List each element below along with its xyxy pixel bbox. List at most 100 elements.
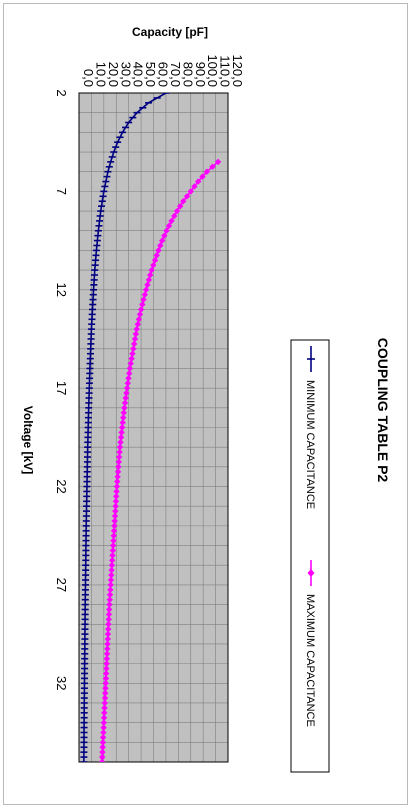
point-marker [115, 458, 123, 466]
point-marker [155, 247, 162, 254]
point-marker [99, 753, 106, 761]
point-marker [116, 443, 124, 451]
point-marker [136, 311, 144, 318]
point-marker [99, 744, 106, 751]
point-marker [101, 699, 108, 707]
point-marker [99, 734, 107, 741]
point-marker [102, 685, 109, 692]
point-marker [106, 596, 113, 603]
point-marker [105, 625, 112, 633]
point-marker [126, 370, 133, 377]
point-marker [100, 724, 107, 731]
series-minimum-capacitance [80, 93, 170, 762]
plot-border [78, 92, 229, 763]
x-tick-label: 2 [54, 89, 69, 96]
point-marker [171, 212, 178, 220]
point-marker [209, 163, 216, 170]
y-tick-label: 90,0 [193, 62, 208, 87]
point-marker [176, 202, 184, 210]
x-tick-label: 27 [54, 578, 69, 592]
legend-box [290, 339, 330, 773]
point-marker [118, 424, 126, 431]
point-marker [105, 606, 113, 613]
point-marker [134, 320, 142, 328]
point-marker [104, 645, 111, 653]
x-tick-label: 22 [54, 479, 69, 493]
point-marker [163, 227, 170, 234]
point-marker [161, 232, 168, 239]
point-marker [104, 630, 112, 638]
point-marker [145, 276, 153, 284]
point-marker [114, 468, 122, 475]
point-marker [120, 414, 127, 421]
point-marker [137, 306, 145, 313]
point-marker [99, 748, 106, 756]
point-marker [113, 493, 120, 500]
point-marker [122, 394, 129, 402]
legend-label-minimum: MINIMUM CAPACITANCE [304, 380, 316, 509]
point-marker [125, 375, 132, 382]
point-marker [103, 665, 110, 672]
point-marker [199, 173, 206, 180]
point-marker [112, 498, 120, 505]
point-marker [104, 640, 111, 648]
point-marker [107, 586, 114, 594]
point-marker [130, 345, 137, 352]
point-marker [119, 419, 126, 426]
point-marker [120, 409, 127, 416]
point-marker [100, 729, 107, 736]
legend-item-minimum: MINIMUM CAPACITANCE [304, 346, 316, 509]
point-marker [130, 340, 138, 348]
point-marker [109, 552, 116, 559]
point-marker [107, 581, 114, 589]
point-marker [173, 207, 181, 215]
point-marker [114, 473, 121, 480]
legend-marker-maximum [307, 569, 315, 577]
point-marker [100, 719, 108, 726]
point-marker [126, 365, 134, 372]
point-marker [104, 635, 111, 643]
y-axis-ticks: 0,010,020,030,040,050,060,070,080,090,01… [81, 54, 245, 87]
y-tick-label: 70,0 [168, 62, 183, 87]
point-marker [110, 527, 118, 535]
point-marker [183, 193, 191, 200]
point-marker [111, 517, 118, 525]
point-marker [141, 291, 149, 298]
point-marker [140, 296, 147, 303]
x-tick-label: 17 [54, 381, 69, 395]
y-tick-label: 40,0 [131, 62, 146, 87]
point-marker [105, 611, 113, 618]
point-marker [101, 694, 109, 702]
y-tick-label: 30,0 [118, 62, 133, 87]
point-marker [103, 660, 110, 667]
point-marker [109, 547, 117, 554]
legend: MINIMUM CAPACITANCE MAXIMUM CAPACITANCE [290, 339, 330, 773]
point-marker [105, 616, 112, 623]
x-tick-label: 32 [54, 676, 69, 690]
y-tick-label: 10,0 [93, 62, 108, 87]
y-tick-label: 50,0 [143, 62, 158, 87]
point-marker [112, 503, 119, 510]
point-marker [102, 689, 109, 697]
point-marker [111, 522, 118, 530]
point-marker [100, 714, 108, 721]
chart-title: COUPLING TABLE P2 [375, 338, 391, 483]
point-marker [107, 576, 115, 584]
point-marker [117, 434, 125, 441]
point-marker [139, 301, 146, 308]
point-marker [180, 198, 187, 205]
y-tick-label: 120,0 [230, 54, 245, 87]
point-marker [187, 188, 194, 195]
point-marker [131, 335, 139, 343]
point-marker [103, 650, 111, 657]
point-marker [113, 483, 121, 490]
legend-label-maximum: MAXIMUM CAPACITANCE [304, 594, 316, 727]
point-marker [214, 158, 222, 166]
point-marker [153, 252, 160, 259]
point-marker [101, 704, 108, 712]
y-tick-label: 80,0 [180, 62, 195, 87]
point-marker [121, 399, 129, 407]
x-tick-label: 7 [54, 188, 69, 195]
point-marker [101, 709, 108, 717]
